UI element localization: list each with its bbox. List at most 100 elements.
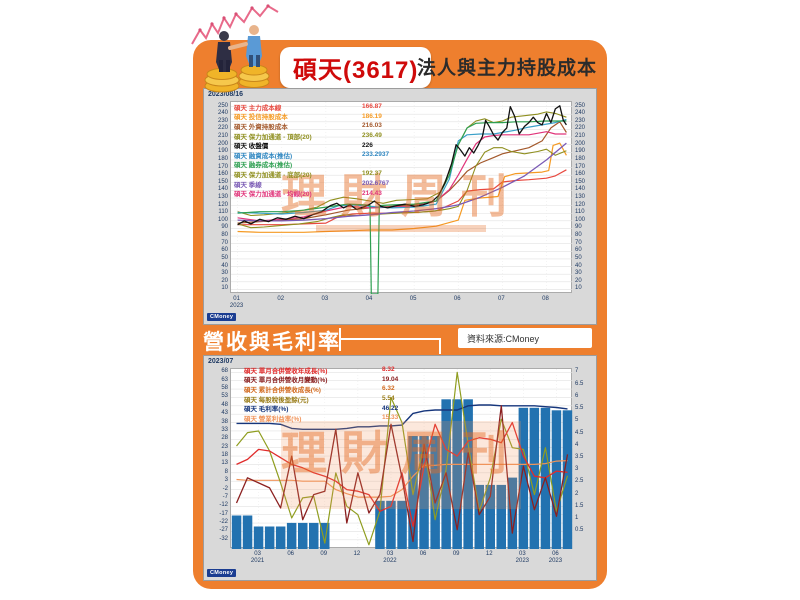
coins-handshake-illustration	[191, 4, 279, 93]
eps-bar	[562, 410, 573, 549]
legend-series-name: 碩天 每股稅後盈餘(元)	[244, 396, 309, 404]
y-axis-tick-left: 180	[217, 155, 228, 162]
y-axis-tick-left: 20	[221, 277, 228, 284]
legend-row: 碩天 融資成本(推估) 233.2937	[234, 150, 389, 160]
revenue-margin-plot-area: 理財周刊	[230, 368, 573, 549]
y-axis-tick-left: 68	[221, 368, 228, 375]
x-axis-tick: 06 2023	[548, 551, 563, 564]
legend-series-name: 碩天 單月合併營收月變動(%)	[244, 377, 328, 385]
y-axis-tick-left: 48	[221, 401, 228, 408]
cmoney-logo: CMoney	[207, 569, 237, 577]
legend-row: 碩天 毛利率(%) 46.22	[244, 403, 398, 414]
legend-series-name: 碩天 投信持股成本	[234, 114, 288, 122]
eps-bar	[309, 522, 319, 549]
eps-bar	[298, 522, 308, 549]
eps-bar	[551, 410, 562, 549]
legend-row: 碩天 季線 202.6767	[234, 179, 389, 189]
series-投信持股成本	[237, 142, 567, 233]
x-axis-tick: 09	[320, 551, 328, 557]
y-axis-tick-right: 5.5	[575, 405, 584, 412]
data-source-box: 資料來源:CMoney	[458, 328, 592, 348]
legend-row: 碩天 保力加通道 - 底部(20) 192.37	[234, 169, 389, 179]
legend-series-value: 5.54	[382, 395, 395, 403]
stock-title: 碩天(3617)	[293, 57, 419, 84]
y-axis-tick-right: 150	[575, 178, 586, 185]
y-axis-tick-left: 50	[221, 254, 228, 261]
legend-series-value: 236.49	[362, 132, 382, 140]
eps-bar	[386, 500, 396, 549]
x-axis-tick: 12	[353, 551, 361, 557]
y-axis-tick-left: 3	[224, 477, 228, 484]
legend-series-name: 碩天 毛利率(%)	[244, 406, 289, 414]
legend-row: 碩天 單月合併營收月變動(%) 19.04	[244, 375, 398, 385]
legend-series-name: 碩天 保力加通道 - 底部(20)	[234, 171, 312, 179]
legend-series-name: 碩天 外資持股成本	[234, 123, 288, 131]
eps-bar	[375, 500, 385, 549]
x-axis-tick: 06	[419, 551, 427, 557]
x-axis-tick: 07	[498, 296, 505, 302]
legend-row: 碩天 每股稅後盈餘(元) 5.54	[244, 394, 398, 404]
y-axis-tick-right: 0.5	[575, 527, 584, 534]
y-axis-tick-left: 250	[217, 102, 228, 109]
y-axis-tick-left: -2	[222, 485, 228, 492]
y-axis-tick-right: 130	[575, 194, 586, 200]
y-axis-tick-right: 1	[575, 515, 579, 522]
eps-bar	[242, 515, 253, 549]
y-axis-tick-right: 250	[575, 102, 586, 109]
legend-row: 碩天 保力加通道 - 均線(20) 214.43	[234, 188, 389, 199]
y-axis-tick-right: 200	[575, 140, 586, 147]
legend-series-value: 226	[362, 141, 373, 149]
series-外資持股成本	[237, 121, 567, 224]
eps-bar	[496, 484, 506, 549]
legend-series-value: 202.6767	[362, 180, 390, 188]
eps-bar	[264, 526, 275, 549]
x-axis-tick: 06	[453, 296, 461, 302]
y-axis-tick-left: 150	[217, 178, 228, 185]
x-axis-tick: 05	[409, 296, 417, 302]
y-axis-tick-left: 240	[217, 110, 228, 117]
y-axis-tick-right: 6.5	[575, 380, 584, 387]
legend-series-value: 233.2937	[362, 151, 390, 159]
divider-line	[439, 338, 441, 354]
eps-bar	[253, 526, 264, 549]
y-axis-tick-right: 120	[575, 201, 586, 208]
divider-line	[339, 338, 441, 340]
eps-bar	[452, 399, 462, 549]
eps-bar	[518, 407, 529, 549]
legend-series-value: 15.33	[382, 414, 399, 422]
y-axis-tick-left: 53	[221, 393, 228, 400]
y-axis-tick-right: 100	[575, 216, 586, 223]
page-title: 法人與主力持股成本	[417, 58, 598, 79]
y-axis-tick-left: -12	[219, 502, 228, 509]
eps-bar	[529, 407, 540, 549]
eps-bar	[397, 500, 407, 549]
series-營業利益率(%)	[236, 460, 568, 498]
y-axis-tick-left: 70	[221, 239, 228, 246]
legend-row: 碩天 保力加通道 - 頂部(20) 236.49	[234, 131, 389, 141]
y-axis-tick-left: 110	[218, 209, 228, 216]
y-axis-tick-right: 230	[575, 117, 586, 124]
series-累計合併營收成長(%)	[236, 371, 569, 546]
y-axis-tick-left: 170	[217, 163, 228, 170]
eps-bar	[430, 436, 440, 549]
cmoney-logo: CMoney	[207, 313, 237, 321]
series-單月合併營收年成長(%)	[236, 421, 568, 528]
stock-title-pill: 碩天(3617)	[280, 47, 432, 88]
y-axis-tick-left: 210	[217, 133, 228, 140]
legend-series-name: 碩天 季線	[234, 181, 262, 189]
eps-bar	[286, 522, 297, 549]
eps-bar	[507, 477, 518, 549]
y-axis-tick-left: 38	[221, 418, 228, 425]
y-axis-tick-right: 190	[575, 148, 586, 155]
section-divider: 營收與毛利率 資料來源:CMoney	[193, 325, 607, 355]
y-axis-tick-right: 160	[575, 171, 586, 178]
y-axis-tick-right: 20	[575, 277, 582, 284]
legend-row: 碩天 累計合併營收成長(%) 6.32	[244, 384, 398, 394]
y-axis-tick-left: 120	[217, 201, 228, 208]
y-axis-tick-right: 40	[575, 262, 582, 269]
y-axis-tick-left: 58	[221, 385, 228, 392]
y-axis-tick-left: 190	[217, 148, 228, 155]
holding-cost-legend: 碩天 主力成本線 166.87 碩天 投信持股成本 186.19 碩天 外資持股成本 21…	[234, 102, 389, 198]
chart-date-label: 2023/08/16	[208, 91, 244, 98]
y-axis-tick-left: 80	[221, 232, 228, 239]
